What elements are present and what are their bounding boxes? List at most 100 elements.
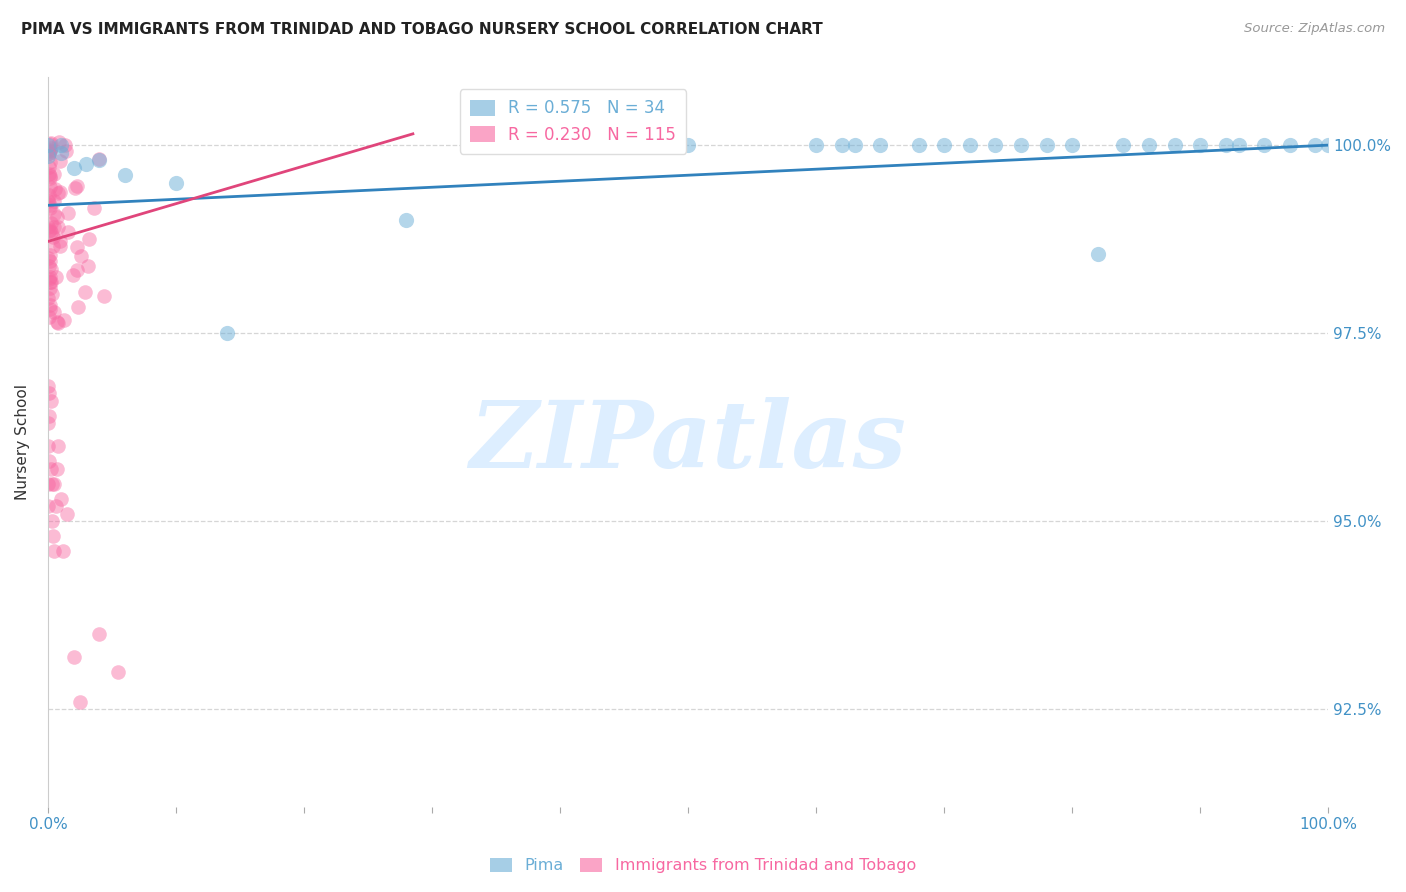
Point xyxy=(39,276,62,290)
Point xyxy=(41,476,63,491)
Point xyxy=(89,627,111,641)
Point xyxy=(38,144,60,158)
Point xyxy=(37,194,59,209)
Point xyxy=(76,259,98,273)
Point xyxy=(1253,138,1275,153)
Point xyxy=(46,316,69,330)
Point xyxy=(46,439,69,453)
Point xyxy=(39,461,62,475)
Point xyxy=(41,141,63,155)
Point xyxy=(38,259,60,273)
Point xyxy=(39,225,62,239)
Point xyxy=(44,476,66,491)
Point xyxy=(44,182,66,196)
Point xyxy=(52,544,75,558)
Point xyxy=(1062,138,1084,153)
Point xyxy=(38,146,60,161)
Point xyxy=(69,695,91,709)
Point xyxy=(93,289,115,303)
Point xyxy=(62,268,84,282)
Point xyxy=(48,135,70,149)
Point xyxy=(38,454,60,468)
Point xyxy=(804,138,827,153)
Point xyxy=(45,270,67,285)
Point xyxy=(38,171,60,186)
Point xyxy=(984,138,1007,153)
Point xyxy=(1215,138,1237,153)
Point xyxy=(66,240,89,254)
Point xyxy=(1278,138,1301,153)
Point xyxy=(46,315,69,329)
Point xyxy=(831,138,853,153)
Point xyxy=(66,178,89,193)
Point xyxy=(39,302,62,317)
Point xyxy=(53,138,76,153)
Point xyxy=(38,224,60,238)
Point xyxy=(42,529,65,543)
Point xyxy=(62,649,84,664)
Point xyxy=(39,216,62,230)
Point xyxy=(37,194,59,208)
Point xyxy=(49,138,72,153)
Point xyxy=(39,155,62,169)
Point xyxy=(56,507,79,521)
Point xyxy=(38,137,60,152)
Point xyxy=(932,138,955,153)
Point xyxy=(49,491,72,506)
Point xyxy=(48,154,70,169)
Point xyxy=(89,152,111,166)
Point xyxy=(77,231,100,245)
Point xyxy=(75,157,97,171)
Point xyxy=(38,298,60,312)
Point xyxy=(38,310,60,325)
Point xyxy=(42,219,65,234)
Point xyxy=(39,262,62,277)
Point xyxy=(55,145,77,159)
Point xyxy=(38,160,60,174)
Point xyxy=(58,206,80,220)
Point xyxy=(907,138,929,153)
Point xyxy=(62,161,84,175)
Point xyxy=(49,186,72,200)
Point xyxy=(44,207,66,221)
Point xyxy=(959,138,981,153)
Point xyxy=(49,239,72,253)
Point xyxy=(39,223,62,237)
Point xyxy=(44,194,66,208)
Point xyxy=(38,271,60,285)
Point xyxy=(39,281,62,295)
Point xyxy=(1227,138,1250,153)
Point xyxy=(89,153,111,168)
Point xyxy=(38,143,60,157)
Point xyxy=(37,379,59,393)
Point xyxy=(65,263,87,277)
Point xyxy=(66,300,89,314)
Point xyxy=(1087,247,1109,261)
Text: Source: ZipAtlas.com: Source: ZipAtlas.com xyxy=(1244,22,1385,36)
Point xyxy=(1112,138,1135,153)
Point xyxy=(38,187,60,202)
Point xyxy=(37,417,59,431)
Text: PIMA VS IMMIGRANTS FROM TRINIDAD AND TOBAGO NURSERY SCHOOL CORRELATION CHART: PIMA VS IMMIGRANTS FROM TRINIDAD AND TOB… xyxy=(21,22,823,37)
Point xyxy=(48,234,70,248)
Point xyxy=(1305,138,1327,153)
Point xyxy=(37,149,59,163)
Text: ZIPatlas: ZIPatlas xyxy=(470,397,907,487)
Point xyxy=(1010,138,1032,153)
Point xyxy=(1163,138,1185,153)
Point xyxy=(42,167,65,181)
Point xyxy=(37,251,59,265)
Point xyxy=(46,186,69,201)
Point xyxy=(1035,138,1057,153)
Point xyxy=(70,249,93,263)
Point xyxy=(46,210,69,224)
Point xyxy=(37,291,59,305)
Point xyxy=(1317,138,1340,153)
Point xyxy=(49,145,72,160)
Point xyxy=(1189,138,1212,153)
Legend: R = 0.575   N = 34, R = 0.230   N = 115: R = 0.575 N = 34, R = 0.230 N = 115 xyxy=(460,89,686,153)
Point xyxy=(48,220,70,235)
Point xyxy=(38,198,60,212)
Point xyxy=(37,138,59,153)
Point xyxy=(844,138,866,153)
